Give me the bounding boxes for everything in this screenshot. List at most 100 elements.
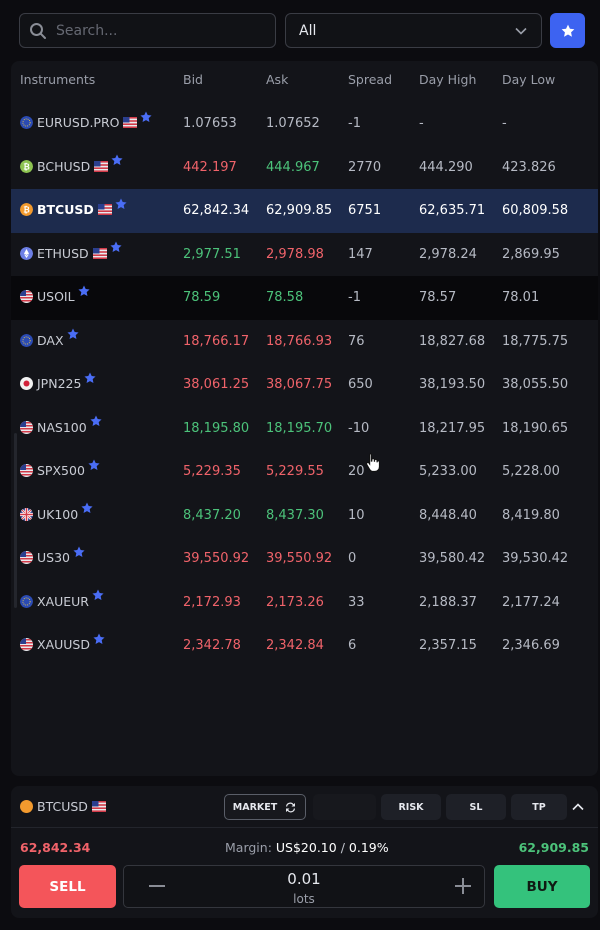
bid-price: 8,437.20 — [183, 507, 241, 523]
table-row[interactable]: JPN225 38,061.25 38,067.75 650 38,193.50 38,0… — [11, 363, 598, 407]
minus-icon[interactable] — [149, 885, 165, 887]
margin-separator: / — [340, 840, 345, 855]
day-low-value: 78.01 — [502, 290, 540, 305]
margin-info: Margin: US$20.10 / 0.19% — [225, 840, 389, 855]
favorite-star-icon[interactable] — [83, 371, 97, 385]
instrument-symbol: BTCUSD — [37, 202, 94, 217]
table-row[interactable]: SPX500 5,229.35 5,229.55 20 5,233.00 5,228.00 — [11, 450, 598, 494]
table-header: Instruments Bid Ask Spread Day High Day … — [11, 61, 598, 97]
header-spread[interactable]: Spread — [348, 72, 393, 87]
risk-button[interactable]: RISK — [381, 794, 441, 820]
favorite-star-icon[interactable] — [92, 632, 106, 646]
order-type-market-button[interactable]: MARKET — [224, 794, 306, 820]
day-low-value: 2,177.24 — [502, 594, 560, 610]
day-high-value: 2,188.37 — [419, 594, 477, 610]
bid-price: 2,342.78 — [183, 638, 241, 653]
bid-price: 5,229.35 — [183, 464, 241, 479]
favorite-star-icon[interactable] — [114, 197, 128, 211]
bid-price: 2,172.93 — [183, 594, 241, 610]
table-row[interactable]: ₿ BTCUSD 62,842.34 62,909.85 6751 62,635.71 60… — [11, 189, 598, 233]
search-input[interactable] — [56, 22, 256, 39]
filter-dropdown[interactable]: All — [285, 13, 542, 48]
sell-button[interactable]: SELL — [19, 865, 116, 908]
instrument-cell: UK100 — [20, 502, 94, 522]
favorite-star-icon[interactable] — [80, 501, 94, 515]
table-row[interactable]: ₿ BCHUSD 442.197 444.967 2770 444.290 423.826 — [11, 146, 598, 190]
instrument-symbol: DAX — [37, 332, 64, 348]
table-row[interactable]: EURUSD.PRO 1.07653 1.07652 -1 - - — [11, 102, 598, 146]
table-row[interactable]: DAX 18,766.17 18,766.93 76 18,827.68 18,775.7… — [11, 320, 598, 364]
day-low-value: 8,419.80 — [502, 507, 560, 523]
favorite-star-icon[interactable] — [89, 414, 103, 428]
sell-label: SELL — [49, 878, 86, 895]
stop-loss-button[interactable]: SL — [446, 794, 506, 820]
instrument-cell: XAUEUR — [20, 589, 105, 609]
header-day-high[interactable]: Day High — [419, 72, 477, 87]
table-row[interactable]: XAUUSD 2,342.78 2,342.84 6 2,357.15 2,346.69 — [11, 624, 598, 668]
day-low-value: 38,055.50 — [502, 377, 569, 392]
us-flag-icon — [20, 464, 33, 477]
ask-price: 2,173.26 — [266, 594, 324, 610]
buy-price: 62,909.85 — [518, 840, 589, 855]
favorite-star-icon[interactable] — [91, 588, 105, 602]
favorite-star-icon[interactable] — [109, 240, 123, 254]
buy-button[interactable]: BUY — [494, 865, 590, 908]
top-bar: All — [19, 13, 585, 49]
us-flag-icon — [92, 247, 107, 259]
header-instruments[interactable]: Instruments — [20, 72, 96, 87]
collapse-button[interactable] — [564, 794, 592, 820]
instrument-symbol: XAUUSD — [37, 637, 90, 652]
header-bid[interactable]: Bid — [183, 72, 203, 87]
favorite-star-icon[interactable] — [72, 545, 86, 559]
table-row[interactable]: UK100 8,437.20 8,437.30 10 8,448.40 8,419.80 — [11, 494, 598, 538]
ask-price: 2,978.98 — [266, 246, 324, 262]
favorite-star-icon[interactable] — [87, 458, 101, 472]
jp-flag-icon — [20, 377, 33, 390]
lots-stepper[interactable]: 0.01 lots — [123, 865, 485, 908]
spread-value: 33 — [348, 594, 365, 610]
spread-value: 650 — [348, 377, 373, 392]
scrollbar[interactable] — [14, 433, 17, 608]
ask-price: 444.967 — [266, 159, 320, 175]
svg-text:₿: ₿ — [23, 205, 30, 214]
plus-icon[interactable] — [454, 877, 472, 895]
take-profit-button[interactable]: TP — [511, 794, 567, 820]
btc-coin-icon: ₿ — [20, 203, 33, 216]
eu-flag-icon — [20, 116, 33, 129]
favorites-button[interactable] — [550, 13, 585, 48]
ask-price: 1.07652 — [266, 116, 320, 131]
filter-selected-value: All — [299, 22, 317, 39]
order-option-blank[interactable] — [313, 794, 376, 820]
search-box[interactable] — [19, 13, 276, 48]
favorite-star-icon[interactable] — [77, 284, 91, 298]
instrument-cell: JPN225 — [20, 371, 97, 391]
lots-value[interactable]: 0.01 — [287, 870, 321, 888]
day-low-value: 2,869.95 — [502, 246, 560, 262]
day-high-value: 62,635.71 — [419, 203, 486, 218]
ask-price: 18,766.93 — [266, 333, 333, 349]
spread-value: 147 — [348, 246, 373, 262]
margin-value: US$20.10 — [275, 840, 337, 855]
day-high-value: 8,448.40 — [419, 507, 477, 523]
header-ask[interactable]: Ask — [266, 72, 289, 87]
table-row[interactable]: USOIL 78.59 78.58 -1 78.57 78.01 — [11, 276, 598, 320]
table-row[interactable]: XAUEUR 2,172.93 2,173.26 33 2,188.37 2,177.24 — [11, 581, 598, 625]
favorite-star-icon[interactable] — [110, 153, 124, 167]
instrument-symbol: NAS100 — [37, 419, 87, 435]
instrument-cell: ₿ BTCUSD — [20, 197, 128, 217]
day-high-value: 2,357.15 — [419, 638, 477, 653]
trade-symbol: BTCUSD — [37, 799, 88, 814]
star-icon — [561, 24, 574, 37]
header-day-low[interactable]: Day Low — [502, 72, 556, 87]
ask-price: 18,195.70 — [266, 420, 333, 436]
table-row[interactable]: NAS100 18,195.80 18,195.70 -10 18,217.95 18,1… — [11, 407, 598, 451]
trade-instrument[interactable]: BTCUSD — [20, 799, 106, 814]
eth-coin-icon — [20, 246, 33, 260]
us-flag-icon — [97, 204, 112, 215]
spread-value: 2770 — [348, 159, 382, 175]
table-row[interactable]: US30 39,550.92 39,550.92 0 39,580.42 39,530.4… — [11, 537, 598, 581]
favorite-star-icon[interactable] — [66, 327, 80, 341]
favorite-star-icon[interactable] — [139, 110, 153, 124]
table-row[interactable]: ETHUSD 2,977.51 2,978.98 147 2,978.24 2,869.9… — [11, 233, 598, 277]
btc-coin-icon — [20, 800, 33, 813]
